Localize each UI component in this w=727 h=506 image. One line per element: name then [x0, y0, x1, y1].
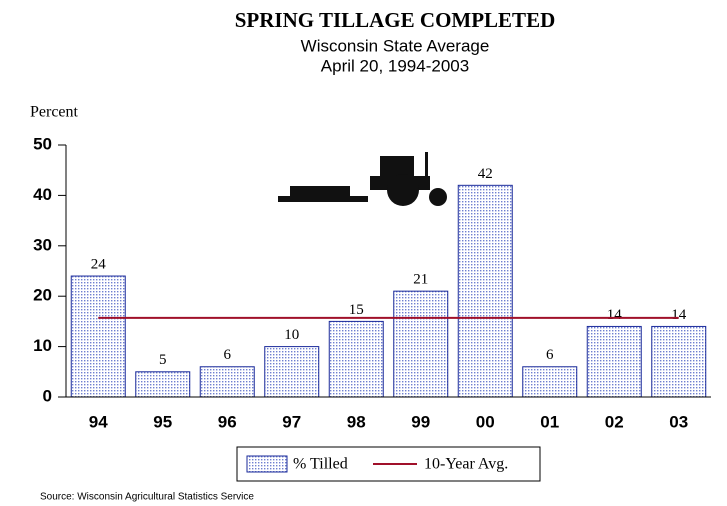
y-tick-label: 40 — [33, 185, 52, 204]
x-tick-label: 95 — [153, 412, 172, 431]
y-tick-label: 0 — [43, 386, 52, 405]
value-label: 21 — [413, 272, 428, 288]
bar — [329, 321, 383, 397]
value-label: 14 — [607, 307, 623, 323]
value-label: 6 — [224, 347, 232, 363]
bar — [71, 276, 125, 397]
chart-subtitle: April 20, 1994-2003 — [321, 56, 469, 75]
x-tick-label: 00 — [476, 412, 495, 431]
chart: SPRING TILLAGE COMPLETED Wisconsin State… — [0, 0, 727, 506]
value-label: 5 — [159, 352, 167, 368]
x-tick-label: 97 — [282, 412, 301, 431]
x-tick-label: 02 — [605, 412, 624, 431]
source-note: Source: Wisconsin Agricultural Statistic… — [40, 492, 254, 503]
value-label: 10 — [284, 327, 299, 343]
legend-label: % Tilled — [293, 456, 348, 473]
x-tick-label: 99 — [411, 412, 430, 431]
bar — [200, 367, 254, 397]
bar — [587, 326, 641, 397]
bar — [652, 326, 706, 397]
bar — [136, 372, 190, 397]
value-label: 14 — [671, 307, 687, 323]
x-tick-label: 94 — [89, 412, 108, 431]
tractor-icon — [278, 152, 447, 206]
y-tick-label: 30 — [33, 235, 52, 254]
x-tick-label: 01 — [540, 412, 559, 431]
x-tick-label: 03 — [669, 412, 688, 431]
value-label: 42 — [478, 166, 493, 182]
value-label: 15 — [349, 302, 364, 318]
bar — [394, 291, 448, 397]
legend-label: 10-Year Avg. — [424, 456, 508, 473]
x-tick-label: 98 — [347, 412, 366, 431]
bar — [523, 367, 577, 397]
chart-title: SPRING TILLAGE COMPLETED — [235, 8, 556, 32]
x-tick-label: 96 — [218, 412, 237, 431]
y-tick-label: 10 — [33, 336, 52, 355]
bar — [458, 185, 512, 397]
value-label: 6 — [546, 347, 554, 363]
value-label: 24 — [91, 256, 107, 272]
chart-subtitle: Wisconsin State Average — [301, 36, 490, 55]
y-axis-label: Percent — [30, 104, 79, 121]
y-tick-label: 20 — [33, 286, 52, 305]
bar — [265, 347, 319, 397]
legend-swatch — [247, 456, 287, 472]
y-tick-label: 50 — [33, 134, 52, 153]
